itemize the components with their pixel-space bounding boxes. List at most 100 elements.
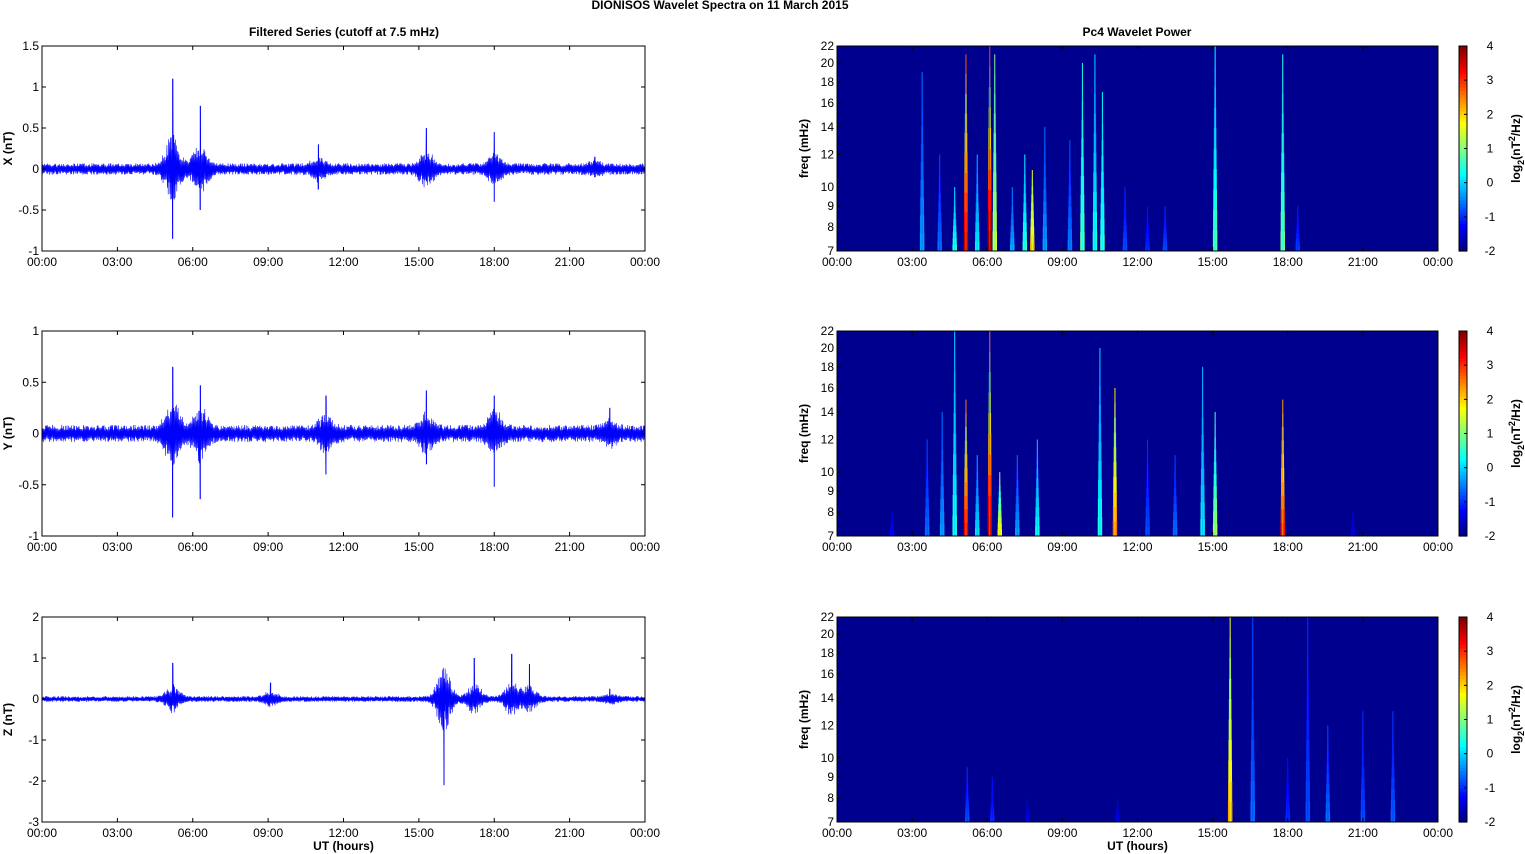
colorbar-segment xyxy=(1459,753,1467,758)
colorbar-segment xyxy=(1459,518,1467,523)
x-tick-label: 18:00 xyxy=(479,255,509,269)
colorbar-segment xyxy=(1459,162,1467,167)
y-tick-label: 7 xyxy=(827,815,834,829)
figure-title: DIONISOS Wavelet Spectra on 11 March 201… xyxy=(592,0,849,12)
colorbar-segment xyxy=(1459,702,1467,707)
y-tick-label: 0.5 xyxy=(22,375,39,389)
heatmap-background xyxy=(837,331,1438,536)
colorbar-segment xyxy=(1459,117,1467,122)
colorbar-segment xyxy=(1459,685,1467,690)
colorbar-segment xyxy=(1459,107,1467,112)
colorbar-segment xyxy=(1459,395,1467,400)
colorbar-segment xyxy=(1459,63,1467,68)
y-tick-label: 14 xyxy=(821,120,835,134)
colorbar-label-part: /Hz) xyxy=(1509,114,1523,136)
colorbar-segment xyxy=(1459,651,1467,656)
colorbar-segment xyxy=(1459,230,1467,235)
colorbar-segment xyxy=(1459,409,1467,414)
heatmap-background xyxy=(837,46,1438,251)
colorbar-segment xyxy=(1459,165,1467,170)
colorbar-segment xyxy=(1459,52,1467,57)
colorbar-label: log2(nT2/Hz) xyxy=(1507,114,1525,183)
colorbar-segment xyxy=(1459,729,1467,734)
y-tick-label: 1 xyxy=(32,324,39,338)
colorbar-segment xyxy=(1459,392,1467,397)
y-tick-label: 22 xyxy=(821,610,835,624)
colorbar-tick-label: 2 xyxy=(1487,107,1494,121)
y-tick-label: -1 xyxy=(28,733,39,747)
y-axis-label: X (nT) xyxy=(1,132,15,166)
left-column-title: Filtered Series (cutoff at 7.5 mHz) xyxy=(249,25,439,39)
colorbar-segment xyxy=(1459,617,1467,622)
colorbar-segment xyxy=(1459,334,1467,339)
colorbar-segment xyxy=(1459,46,1467,51)
colorbar-segment xyxy=(1459,668,1467,673)
colorbar-segment xyxy=(1459,508,1467,513)
x-tick-label: 09:00 xyxy=(253,540,283,554)
colorbar-segment xyxy=(1459,692,1467,697)
colorbar-segment xyxy=(1459,128,1467,133)
colorbar-segment xyxy=(1459,760,1467,765)
colorbar-label-part: log xyxy=(1509,736,1523,754)
colorbar-segment xyxy=(1459,169,1467,174)
colorbar-segment xyxy=(1459,124,1467,129)
y-tick-label: 0.5 xyxy=(22,121,39,135)
colorbar-segment xyxy=(1459,341,1467,346)
x-tick-label: 00:00 xyxy=(1423,826,1453,840)
x-tick-label: 00:00 xyxy=(630,826,660,840)
y-tick-label: 7 xyxy=(827,529,834,543)
colorbar-segment xyxy=(1459,743,1467,748)
colorbar-segment xyxy=(1459,426,1467,431)
colorbar-segment xyxy=(1459,413,1467,418)
x-tick-label: 00:00 xyxy=(27,255,57,269)
colorbar-tick-label: 1 xyxy=(1487,713,1494,727)
y-axis-label: freq (mHz) xyxy=(797,119,811,178)
colorbar-segment xyxy=(1459,145,1467,150)
y-tick-label: 0 xyxy=(32,692,39,706)
y-tick-label: -0.5 xyxy=(18,478,39,492)
y-tick-label: 10 xyxy=(821,465,835,479)
colorbar-segment xyxy=(1459,443,1467,448)
colorbar-segment xyxy=(1459,798,1467,803)
colorbar-segment xyxy=(1459,671,1467,676)
colorbar-tick-label: 0 xyxy=(1487,461,1494,475)
colorbar-segment xyxy=(1459,750,1467,755)
colorbar-segment xyxy=(1459,681,1467,686)
colorbar-label-part: log xyxy=(1509,165,1523,183)
colorbar-tick-label: 3 xyxy=(1487,358,1494,372)
colorbar-segment xyxy=(1459,348,1467,353)
colorbar-segment xyxy=(1459,623,1467,628)
x-tick-label: 09:00 xyxy=(253,255,283,269)
y-tick-label: 10 xyxy=(821,180,835,194)
x-tick-label: 00:00 xyxy=(630,540,660,554)
colorbar-label-part: 2 xyxy=(1507,707,1517,712)
colorbar-segment xyxy=(1459,233,1467,238)
colorbar-segment xyxy=(1459,488,1467,493)
colorbar-segment xyxy=(1459,382,1467,387)
colorbar-segment xyxy=(1459,155,1467,160)
x-tick-label: 03:00 xyxy=(102,826,132,840)
x-tick-label: 06:00 xyxy=(972,255,1002,269)
colorbar-segment xyxy=(1459,73,1467,78)
colorbar-segment xyxy=(1459,114,1467,119)
y-tick-label: 1.5 xyxy=(22,39,39,53)
colorbar-segment xyxy=(1459,791,1467,796)
colorbar-segment xyxy=(1459,378,1467,383)
colorbar-segment xyxy=(1459,512,1467,517)
y-tick-label: 14 xyxy=(821,405,835,419)
colorbar-segment xyxy=(1459,722,1467,727)
colorbar-segment xyxy=(1459,801,1467,806)
colorbar-segment xyxy=(1459,213,1467,218)
x-tick-label: 00:00 xyxy=(27,540,57,554)
colorbar-segment xyxy=(1459,121,1467,126)
y-tick-label: 20 xyxy=(821,627,835,641)
colorbar-segment xyxy=(1459,664,1467,669)
colorbar-segment xyxy=(1459,247,1467,252)
colorbar-segment xyxy=(1459,423,1467,428)
colorbar-segment xyxy=(1459,467,1467,472)
y-tick-label: 9 xyxy=(827,770,834,784)
colorbar-segment xyxy=(1459,358,1467,363)
colorbar-label-part: log xyxy=(1509,450,1523,468)
colorbar-segment xyxy=(1459,440,1467,445)
